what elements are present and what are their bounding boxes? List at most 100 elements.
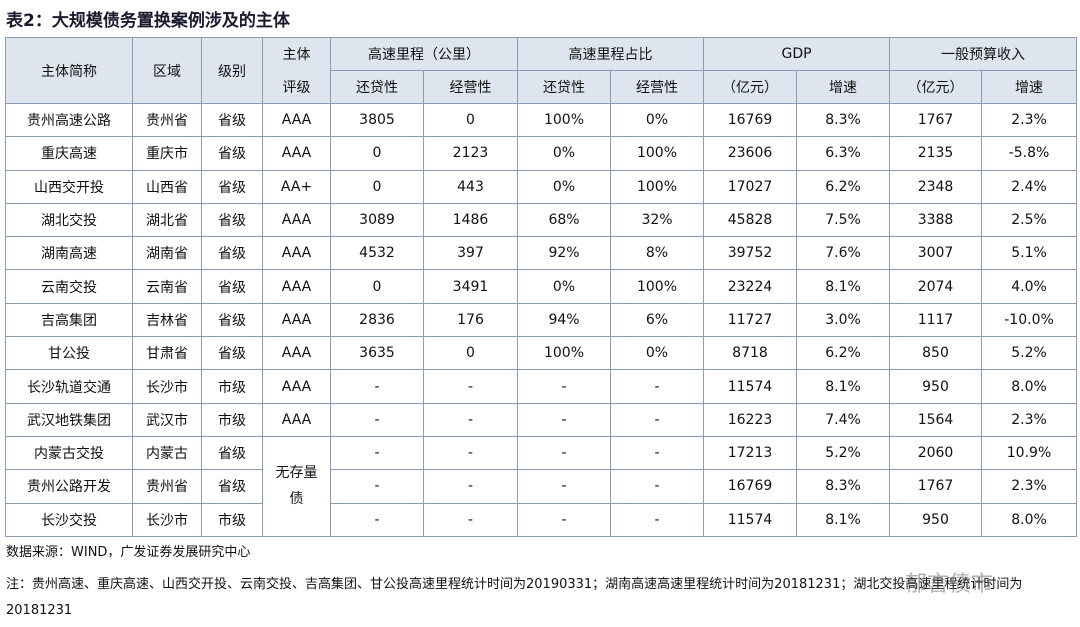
table-cell: 2135 — [889, 136, 983, 171]
table-row: 武汉地铁集团 武汉市 市级 AAA - - - -16223 7.4% 1564 2.3% — [5, 402, 1078, 437]
table-cell: 2.3% — [981, 402, 1078, 437]
table-cell: 1767 — [889, 469, 983, 504]
table-cell: AAA — [262, 236, 331, 271]
table-cell: 23606 — [703, 136, 797, 171]
table-cell: 4.0% — [981, 269, 1078, 304]
table-cell: 2836 — [330, 302, 424, 338]
table-cell: 6.3% — [795, 136, 891, 171]
table-cell: 5.1% — [981, 236, 1078, 271]
table-cell: 11574 — [703, 502, 797, 537]
table-cell: - — [330, 469, 424, 504]
table-cell: 0 — [330, 136, 424, 171]
table-cell: 8.0% — [981, 369, 1078, 404]
table-cell: 3089 — [330, 202, 424, 238]
table-cell: 省级 — [201, 136, 263, 171]
table-row: 吉高集团 吉林省 省级 AAA 2836 176 94% 6% 11727 3.0% 1117 -10… — [5, 302, 1078, 338]
header-cell: 评级 — [262, 70, 331, 104]
table-cell: 3635 — [330, 336, 424, 371]
table-cell: 6.2% — [795, 336, 891, 371]
table-cell: 0% — [517, 169, 611, 204]
table-cell: - — [610, 502, 704, 537]
table-cell: - — [610, 369, 704, 404]
table-cell: 92% — [517, 236, 611, 271]
table-cell: 0% — [517, 269, 611, 304]
header-cell: GDP — [702, 37, 891, 71]
table-cell: 6.2% — [795, 169, 891, 204]
table-cell: 100% — [610, 169, 704, 204]
table-cell: - — [423, 469, 518, 504]
table-cell: 2.4% — [981, 169, 1078, 204]
header-cell: 主体简称 — [5, 37, 133, 104]
table-cell: 省级 — [201, 269, 263, 304]
table-cell: 3805 — [330, 102, 424, 138]
header-cell: 经营性 — [610, 70, 704, 104]
table-cell: 吉林省 — [132, 302, 202, 338]
table-cell: 100% — [610, 269, 704, 304]
header-cell: 主体 — [262, 37, 331, 71]
table-row: 山西交开投 山西省 省级 AA+ 0 443 0% 100% 17027 6.2% 2348 2.4% — [5, 169, 1078, 204]
table-cell: - — [423, 502, 518, 537]
table-cell: 甘公投 — [5, 336, 133, 371]
table-cell: 湖北省 — [132, 202, 202, 238]
header-cell: 级别 — [201, 37, 263, 104]
table-cell: 长沙市 — [132, 369, 202, 404]
table-cell: 6% — [610, 302, 704, 338]
table-cell: 17027 — [703, 169, 797, 204]
table-row: 云南交投 云南省 省级 AAA 0 3491 0% 100% 23224 8.1% 2074 4.0% — [5, 269, 1078, 304]
table-cell: - — [330, 502, 424, 537]
table-cell: 重庆市 — [132, 136, 202, 171]
table-cell: 重庆高速 — [5, 136, 133, 171]
data-table: 主体简称 区域 级别 主体 高速里程（公里） 高速里程占比 GDP 一般预算收入… — [5, 37, 1078, 537]
table-cell: 长沙市 — [132, 502, 202, 537]
header-cell: （亿元） — [889, 70, 983, 104]
table-cell: 市级 — [201, 402, 263, 437]
table-cell: 3007 — [889, 236, 983, 271]
table-cell: - — [423, 402, 518, 437]
table-cell: 7.4% — [795, 402, 891, 437]
table-cell: 1117 — [889, 302, 983, 338]
header-cell: 还贷性 — [330, 70, 424, 104]
table-cell: 省级 — [201, 202, 263, 238]
header-cell: 还贷性 — [517, 70, 611, 104]
table-cell: - — [610, 469, 704, 504]
table-cell: 省级 — [201, 336, 263, 371]
table-cell: 甘肃省 — [132, 336, 202, 371]
table-cell: 7.5% — [795, 202, 891, 238]
table-cell: AAA — [262, 369, 331, 404]
table-row: 贵州公路开发 贵州省 省级 - - - -16769 8.3% 1767 2.3% — [5, 469, 1078, 504]
table-cell: AAA — [262, 402, 331, 437]
table-cell: 5.2% — [795, 435, 891, 471]
table-cell: 省级 — [201, 435, 263, 471]
table-cell: 7.6% — [795, 236, 891, 271]
table-cell: 1564 — [889, 402, 983, 437]
table-cell: 云南交投 — [5, 269, 133, 304]
table-cell: 长沙轨道交通 — [5, 369, 133, 404]
table-cell: 内蒙古 — [132, 435, 202, 471]
table-cell: 2060 — [889, 435, 983, 471]
table-cell: 3388 — [889, 202, 983, 238]
table-cell: - — [423, 369, 518, 404]
header-cell: 经营性 — [423, 70, 518, 104]
table-cell: 云南省 — [132, 269, 202, 304]
table-cell: 8.3% — [795, 102, 891, 138]
table-cell: - — [610, 435, 704, 471]
table-cell: 443 — [423, 169, 518, 204]
table-cell: 武汉地铁集团 — [5, 402, 133, 437]
table-cell: - — [517, 469, 611, 504]
table-cell: 16223 — [703, 402, 797, 437]
table-cell: 397 — [423, 236, 518, 271]
table-cell: 山西交开投 — [5, 169, 133, 204]
header-cell: 增速 — [795, 70, 891, 104]
table-cell: 贵州公路开发 — [5, 469, 133, 504]
table-cell: 长沙交投 — [5, 502, 133, 537]
table-cell: 武汉市 — [132, 402, 202, 437]
table-cell: 8718 — [703, 336, 797, 371]
table-cell: 湖南省 — [132, 236, 202, 271]
table-cell: 省级 — [201, 102, 263, 138]
table-cell: AAA — [262, 202, 331, 238]
table-cell: 32% — [610, 202, 704, 238]
table-cell: - — [330, 369, 424, 404]
table-cell: 2.5% — [981, 202, 1078, 238]
header-cell: 增速 — [981, 70, 1078, 104]
table-cell: 3491 — [423, 269, 518, 304]
